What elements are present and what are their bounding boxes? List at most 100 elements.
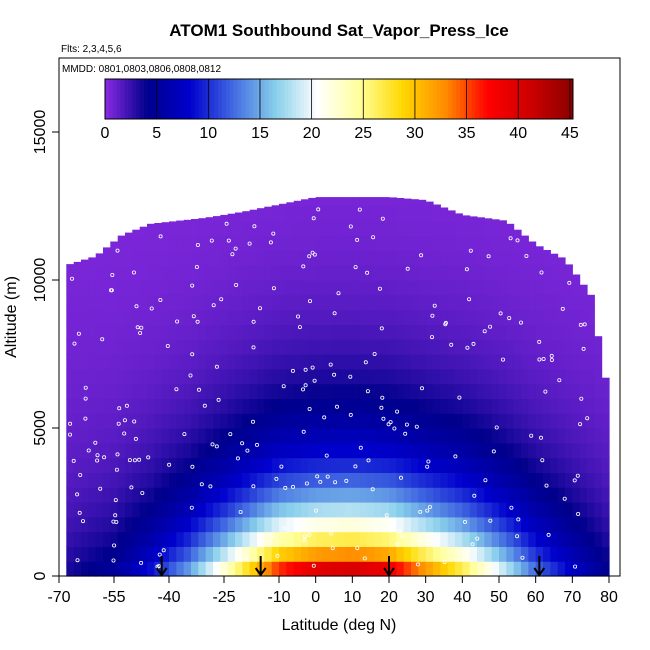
heatmap-cell xyxy=(117,428,126,444)
heatmap-cell xyxy=(345,197,353,207)
heatmap-cell xyxy=(572,309,581,325)
heatmap-cell xyxy=(455,235,463,251)
heatmap-cell xyxy=(235,354,243,370)
heatmap-cell xyxy=(183,220,192,237)
heatmap-cell xyxy=(513,546,522,562)
heatmap-cell xyxy=(411,546,419,562)
heatmap-cell xyxy=(491,280,500,296)
heatmap-cell xyxy=(572,428,581,444)
heatmap-cell xyxy=(462,250,471,266)
heatmap-cell xyxy=(535,250,544,266)
heatmap-cell xyxy=(315,428,324,444)
heatmap-cell xyxy=(601,413,610,429)
heatmap-cell xyxy=(587,413,595,429)
heatmap-cell xyxy=(440,442,449,459)
heatmap-cell xyxy=(513,265,522,281)
heatmap-cell xyxy=(110,309,119,325)
heatmap-cell xyxy=(88,442,97,459)
heatmap-cell xyxy=(565,457,573,473)
heatmap-cell xyxy=(293,339,302,355)
heatmap-cell xyxy=(543,250,551,266)
heatmap-cell xyxy=(103,280,111,296)
colorbar-segment xyxy=(350,79,356,119)
heatmap-cell xyxy=(315,516,324,533)
measurement-point xyxy=(539,435,544,440)
heatmap-cell xyxy=(455,354,463,370)
measurement-point xyxy=(549,357,554,362)
colorbar-segment xyxy=(459,79,465,119)
heatmap-cell xyxy=(220,546,229,562)
heatmap-cell xyxy=(433,204,441,207)
heatmap-cell xyxy=(433,561,441,577)
heatmap-cell xyxy=(249,546,258,562)
heatmap-cell xyxy=(161,354,170,370)
measurement-point xyxy=(214,444,219,449)
heatmap-cell xyxy=(125,309,133,325)
measurement-point xyxy=(462,519,467,524)
heatmap-cell xyxy=(396,428,405,444)
measurement-point xyxy=(210,442,215,447)
heatmap-cell xyxy=(117,354,126,370)
heatmap-cell xyxy=(579,516,588,533)
measurement-point xyxy=(83,396,88,401)
colorbar-segment xyxy=(557,79,562,119)
colorbar-tick-label: 10 xyxy=(199,125,217,142)
heatmap-cell xyxy=(594,413,603,429)
heatmap-cell xyxy=(491,502,500,518)
heatmap-cell xyxy=(535,487,544,503)
heatmap-cell xyxy=(271,309,280,325)
heatmap-cell xyxy=(535,294,544,311)
heatmap-cell xyxy=(484,354,493,370)
colorbar-segment xyxy=(151,79,157,119)
heatmap-cell xyxy=(447,280,456,296)
heatmap-cell xyxy=(359,516,368,533)
measurement-point xyxy=(95,458,100,463)
heatmap-cell xyxy=(587,531,595,547)
colorbar-segment xyxy=(518,79,523,119)
heatmap-cell xyxy=(249,220,258,237)
heatmap-cell xyxy=(235,531,243,547)
heatmap-cell xyxy=(528,428,537,444)
heatmap-cell xyxy=(242,294,251,311)
heatmap-cell xyxy=(359,546,368,562)
heatmap-cell xyxy=(359,383,368,399)
heatmap-cell xyxy=(543,457,551,473)
heatmap-cell xyxy=(66,339,75,355)
colorbar-segment xyxy=(296,79,301,119)
heatmap-cell xyxy=(73,428,82,444)
heatmap-cell xyxy=(433,206,441,222)
colorbar-segment xyxy=(128,79,133,119)
heatmap-cell xyxy=(227,309,236,325)
heatmap-cell xyxy=(205,368,214,385)
heatmap-cell xyxy=(403,339,412,355)
colorbar-segment xyxy=(198,79,203,119)
heatmap-cell xyxy=(169,368,177,385)
heatmap-cell xyxy=(95,383,104,399)
heatmap-cell xyxy=(183,516,192,533)
heatmap-cell xyxy=(433,398,441,414)
heatmap-cell xyxy=(81,487,89,503)
heatmap-cell xyxy=(374,442,383,459)
heatmap-cell xyxy=(565,354,573,370)
heatmap-cell xyxy=(521,354,529,370)
heatmap-cell xyxy=(403,487,412,503)
heatmap-cell xyxy=(447,265,456,281)
heatmap-cell xyxy=(345,265,353,281)
heatmap-cell xyxy=(337,220,346,237)
heatmap-cell xyxy=(381,502,390,518)
heatmap-cell xyxy=(125,561,133,577)
heatmap-cell xyxy=(374,502,383,518)
heatmap-cell xyxy=(176,442,185,459)
heatmap-cell xyxy=(110,398,119,414)
heatmap-cell xyxy=(213,368,221,385)
heatmap-cell xyxy=(469,398,478,414)
heatmap-cell xyxy=(587,472,595,488)
heatmap-cell xyxy=(491,472,500,488)
heatmap-cell xyxy=(301,354,309,370)
heatmap-cell xyxy=(381,354,390,370)
heatmap-cell xyxy=(381,280,390,296)
heatmap-cell xyxy=(95,354,104,370)
heatmap-cell xyxy=(433,457,441,473)
heatmap-cell xyxy=(279,502,287,518)
heatmap-cell xyxy=(191,457,199,473)
